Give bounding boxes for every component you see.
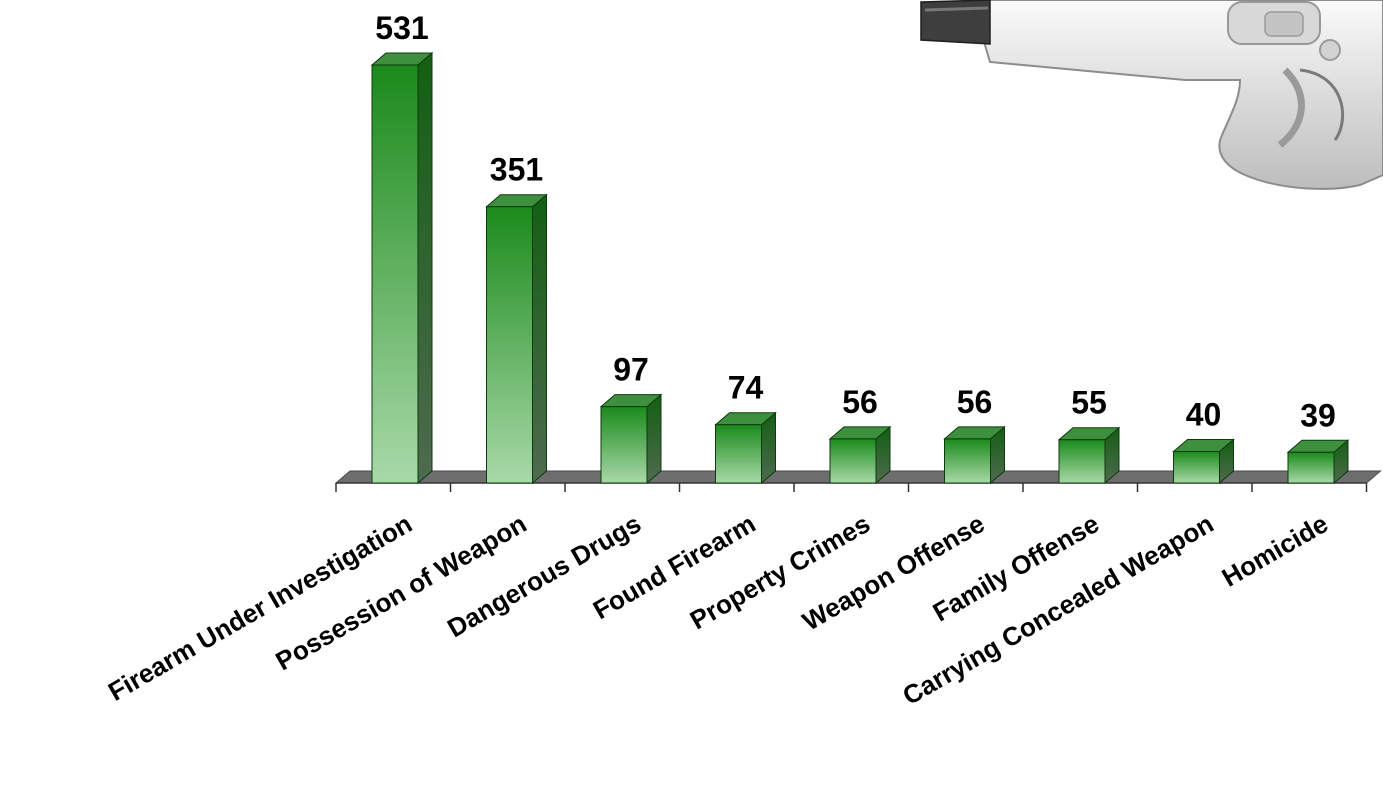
value-label: 56 (957, 384, 993, 420)
bar (1172, 438, 1235, 485)
bar-front (829, 438, 877, 484)
bar-front (1173, 451, 1220, 484)
bar-front (600, 406, 648, 484)
bars-group (370, 51, 1350, 485)
value-label: 74 (728, 370, 764, 406)
bar (485, 193, 548, 485)
value-label: 39 (1300, 397, 1336, 433)
category-label: Dangerous Drugs (442, 508, 646, 643)
bar (714, 411, 777, 485)
bar (828, 425, 892, 485)
bar-front (371, 64, 419, 484)
bar-side (417, 51, 433, 485)
value-label: 56 (842, 384, 878, 420)
bar-front (944, 438, 991, 484)
value-label: 97 (613, 352, 649, 388)
bar (1057, 426, 1121, 485)
value-label: 40 (1186, 397, 1222, 433)
value-label: 531 (375, 10, 428, 46)
bar (943, 425, 1006, 485)
bar (599, 393, 663, 485)
bar-front (1058, 439, 1106, 484)
value-label: 55 (1071, 385, 1107, 421)
bar (370, 51, 434, 485)
bar-front (486, 206, 533, 484)
bar-side (646, 393, 662, 485)
category-label: Homicide (1217, 508, 1333, 592)
value-label: 351 (490, 152, 543, 188)
bar-front (1287, 451, 1335, 484)
bar (1286, 439, 1350, 485)
bar-front (715, 424, 762, 484)
handgun-icon (920, 0, 1383, 190)
value-labels: 531 351 97 74 56 56 55 40 39 (375, 10, 1335, 433)
bar-side (532, 193, 547, 485)
